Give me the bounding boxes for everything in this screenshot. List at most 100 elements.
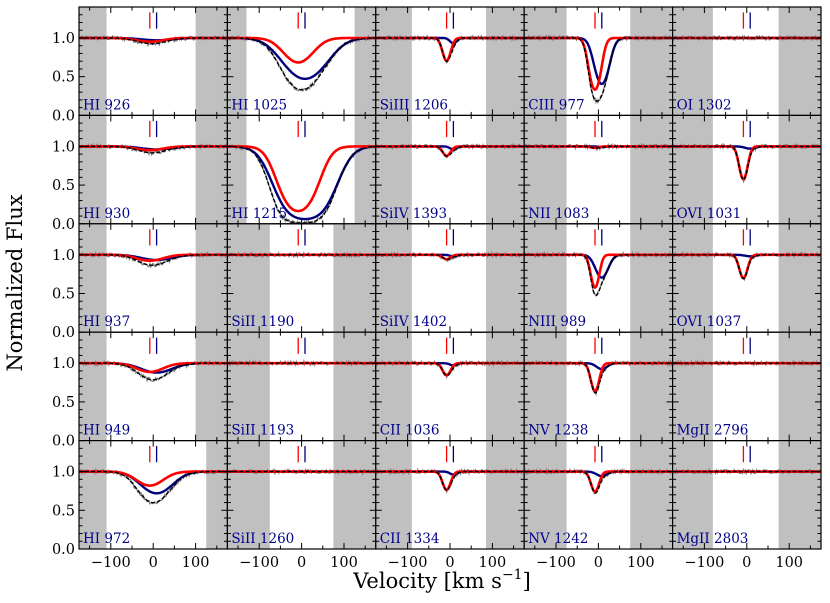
y-tick-label: 0.5 [52, 395, 75, 411]
x-tick-label: 100 [330, 555, 358, 571]
x-tick-label: 100 [479, 555, 507, 571]
panel-siii-1260: SiII 1260 −100 0 100 [226, 440, 377, 571]
x-axis-label-main: Velocity [km s [352, 569, 502, 593]
total-model-fit [79, 145, 228, 154]
masked-region [375, 440, 412, 549]
y-tick-label: 1.0 [52, 356, 75, 372]
masked-region [79, 223, 107, 333]
masked-region [227, 223, 270, 333]
panel-ticks [375, 115, 525, 225]
masked-region [672, 440, 713, 549]
masked-region [195, 115, 228, 224]
panel-ticks [672, 115, 821, 225]
panel-ticks [375, 332, 525, 442]
panel-hi-1215: HI 1215 [226, 114, 377, 225]
axis-ticks [79, 7, 821, 550]
masked-region [778, 440, 821, 549]
panel-label: SiIII 1206 [380, 97, 448, 113]
masked-region [630, 223, 673, 333]
masked-region [524, 115, 567, 224]
panel-label: SiIV 1393 [380, 206, 447, 222]
masked-region [778, 115, 821, 224]
total-model-fit [672, 254, 821, 280]
panel-label: HI 972 [83, 531, 130, 547]
panel-plot-area [672, 332, 821, 441]
x-tick-label: −100 [239, 555, 279, 571]
red-component-fit [227, 145, 376, 213]
masked-region [630, 115, 673, 224]
panel-plot-area [227, 115, 376, 224]
masked-region [195, 223, 228, 333]
data-spectrum [227, 34, 376, 92]
panel-ticks [524, 7, 673, 116]
masked-region [630, 332, 673, 441]
panel-plot-area [227, 223, 376, 333]
x-tick-label: 100 [182, 555, 210, 571]
panel-ticks [672, 223, 821, 333]
panel-plot-area [672, 223, 821, 333]
y-tick-label: 1.0 [52, 248, 75, 264]
masked-region [672, 332, 713, 441]
masked-region [375, 223, 412, 333]
x-tick-label: −100 [536, 555, 576, 571]
masked-region [354, 115, 376, 224]
x-tick-label: 0 [742, 555, 751, 571]
masked-region [375, 7, 412, 116]
panel-plot-area [524, 223, 673, 333]
panel-label: NIII 989 [528, 314, 586, 330]
total-model-fit [79, 470, 228, 504]
panel-label: SiII 1190 [231, 314, 294, 330]
panel-label: NII 1083 [528, 206, 589, 222]
masked-region [79, 440, 107, 549]
y-tick-label: 1.0 [52, 465, 75, 481]
total-model-fit [524, 254, 673, 297]
panel-ticks [375, 7, 525, 116]
panel-mgii-2803: MgII 2803 −100 0 100 [671, 440, 822, 571]
panel-label: HI 930 [83, 206, 130, 222]
panel-plot-area [375, 223, 525, 333]
x-tick-label: −100 [91, 555, 131, 571]
panel-ticks [375, 440, 525, 550]
masked-region [227, 115, 247, 224]
y-tick-label: 0.0 [52, 217, 75, 233]
x-tick-label: 100 [775, 555, 803, 571]
x-tick-label: 100 [627, 555, 655, 571]
panel-plot-area [672, 440, 821, 549]
masked-region [524, 7, 567, 116]
panel-ovi-1037: OVI 1037 [671, 223, 822, 333]
total-model-fit [524, 362, 673, 394]
masked-region [630, 7, 673, 116]
y-tick-label: 0.5 [52, 178, 75, 194]
y-tick-label: 0.5 [52, 70, 75, 86]
panel-ticks [375, 223, 525, 333]
masked-region [375, 115, 412, 224]
panel-plot-area [79, 223, 228, 333]
x-axis-label-end: ] [523, 569, 531, 593]
total-model-fit [375, 37, 524, 63]
masked-region [778, 332, 821, 441]
panel-siii-1193: SiII 1193 [226, 331, 377, 442]
panel-label: HI 926 [83, 97, 130, 113]
total-model-fit [375, 470, 524, 491]
total-model-fit [79, 362, 228, 381]
panel-niii-989: NIII 989 [523, 223, 674, 333]
panel-plot-area [79, 115, 228, 224]
panel-label: SiII 1260 [231, 531, 294, 547]
masked-region [486, 115, 525, 224]
masked-region [778, 7, 821, 116]
panel-label: CIII 977 [528, 97, 584, 113]
masked-region [79, 7, 107, 116]
x-tick-label: −100 [388, 555, 428, 571]
x-tick-label: 0 [445, 555, 454, 571]
panel-plot-area [375, 115, 525, 224]
panel-nv-1242: NV 1242 −100 0 100 [523, 440, 674, 571]
x-tick-label: 0 [594, 555, 603, 571]
panel-hi-1025: HI 1025 [226, 6, 377, 117]
masked-region [672, 223, 713, 333]
panel-plot-area [79, 440, 228, 549]
red-component-fit [227, 36, 376, 64]
panel-label: OI 1302 [677, 97, 732, 113]
panel-label: NV 1238 [528, 423, 588, 439]
x-tick-label: 0 [297, 555, 306, 571]
